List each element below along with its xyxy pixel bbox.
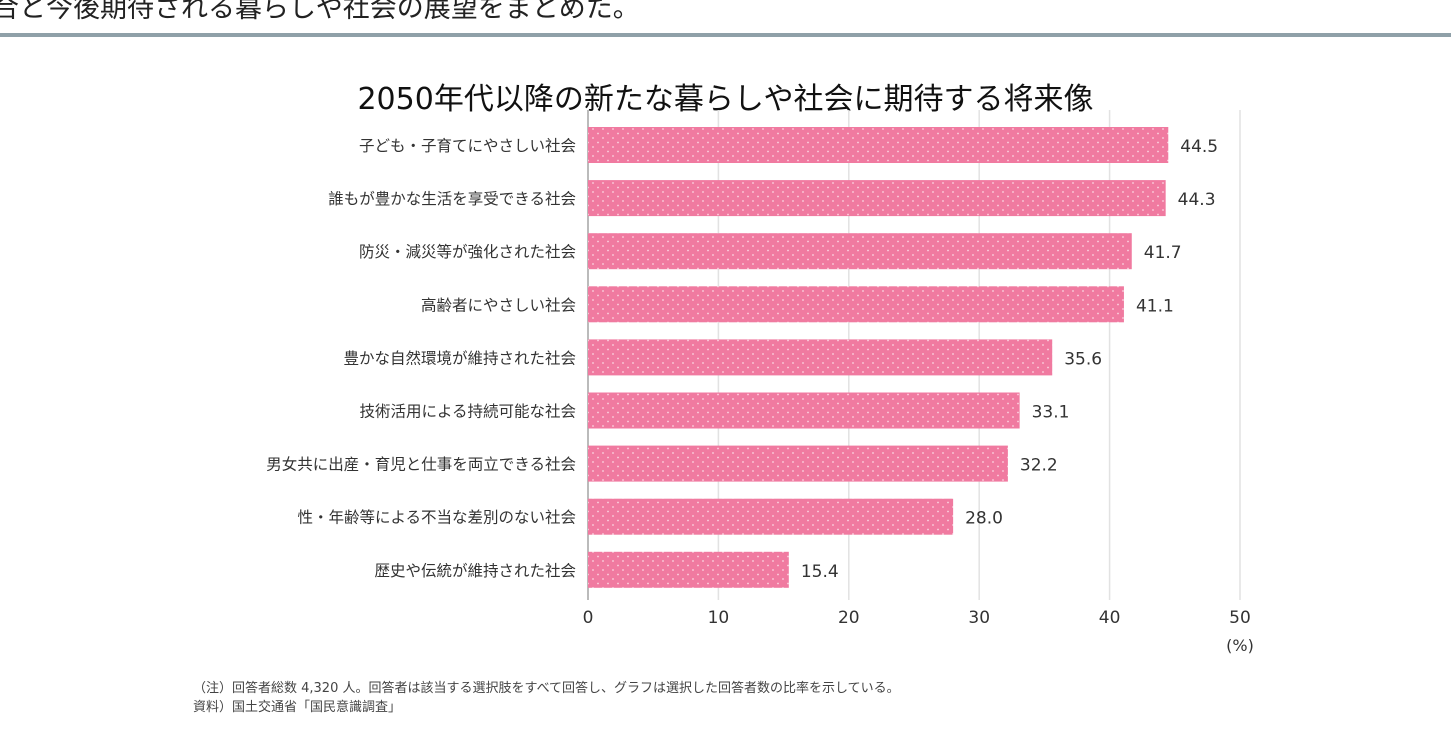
- x-tick-label: 50: [1229, 608, 1251, 628]
- divider: [0, 33, 1451, 37]
- bar: [588, 127, 1169, 163]
- data-label: 33.1: [1032, 403, 1070, 423]
- category-label: 技術活用による持続可能な社会: [359, 403, 576, 421]
- category-label: 歴史や伝統が維持された社会: [374, 562, 576, 580]
- x-tick-label: 10: [708, 608, 730, 628]
- chart-title: 2050年代以降の新たな暮らしや社会に期待する将来像: [357, 82, 1094, 117]
- data-label: 32.2: [1020, 456, 1058, 476]
- data-label: 41.1: [1136, 296, 1174, 316]
- bar: [588, 392, 1020, 429]
- x-tick-label: 20: [838, 608, 860, 628]
- data-label: 28.0: [965, 509, 1003, 529]
- source-note: 資料）国土交通省「国民意識調査」: [193, 700, 402, 715]
- category-label: 誰もが豊かな生活を享受できる社会: [328, 190, 576, 208]
- bar: [588, 180, 1166, 217]
- x-tick-label: 0: [583, 608, 594, 628]
- x-tick-label: 40: [1099, 608, 1121, 628]
- footnote: （注）回答者総数 4,320 人。回答者は該当する選択肢をすべて回答し、グラフは…: [193, 681, 900, 696]
- data-label: 41.7: [1144, 243, 1182, 263]
- x-unit-label: (%): [1226, 636, 1254, 655]
- lead-text: 合と今後期待される暮らしや社会の展望をまとめた。: [0, 0, 640, 24]
- bar: [588, 551, 789, 588]
- bar: [588, 498, 954, 535]
- data-label: 35.6: [1064, 349, 1102, 369]
- data-label: 15.4: [801, 562, 839, 582]
- data-label: 44.5: [1180, 137, 1218, 157]
- category-label: 男女共に出産・育児と仕事を両立できる社会: [266, 455, 576, 474]
- category-label: 子ども・子育てにやさしい社会: [359, 137, 576, 155]
- category-label: 高齢者にやさしい社会: [421, 296, 576, 314]
- data-label: 44.3: [1178, 190, 1216, 210]
- bar: [588, 286, 1124, 323]
- bar: [588, 233, 1132, 270]
- bar: [588, 445, 1008, 482]
- category-label: 豊かな自然環境が維持された社会: [343, 348, 576, 367]
- category-label: 性・年齢等による不当な差別のない社会: [297, 509, 576, 527]
- x-tick-label: 30: [968, 608, 990, 628]
- bar: [588, 339, 1053, 376]
- category-label: 防災・減災等が強化された社会: [359, 243, 576, 261]
